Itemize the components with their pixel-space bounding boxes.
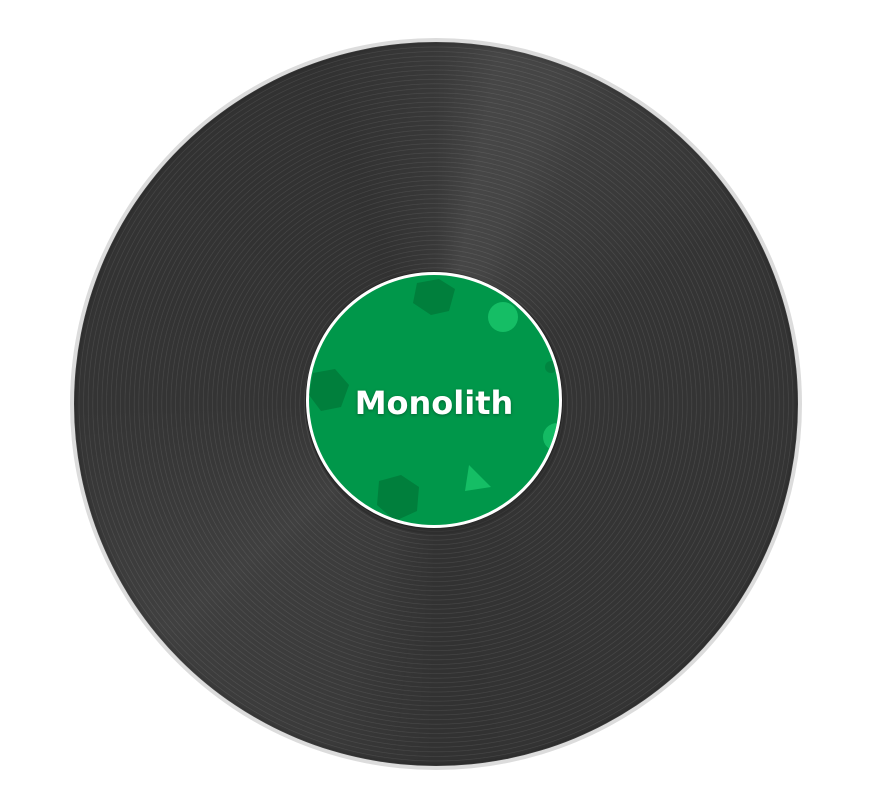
dark-blob-bottom-icon [377,475,419,521]
label-shapes [309,279,559,521]
light-dot-right-icon [488,302,518,332]
small-dot-icon [545,361,557,373]
vinyl-record[interactable]: Monolith [70,38,802,770]
dark-blob-left-icon [309,369,349,411]
record-grooves: Monolith [74,42,798,766]
record-title: Monolith [354,384,514,422]
label-decoration-art [309,279,559,521]
dark-blob-top-icon [413,279,455,315]
light-dot-edge-icon [543,423,559,451]
triangle-bottom-icon [465,465,491,491]
record-label[interactable]: Monolith [306,272,562,528]
